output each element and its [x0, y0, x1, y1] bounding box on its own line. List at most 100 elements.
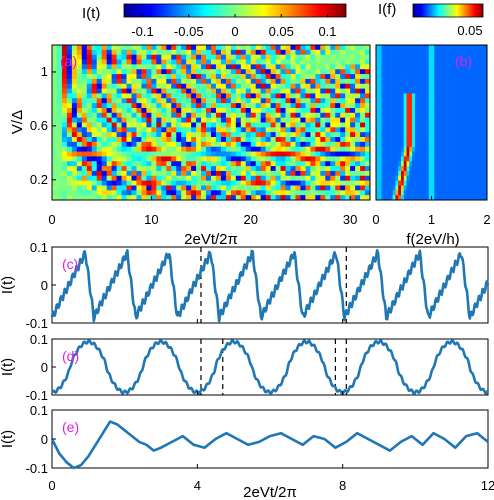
heatmap-a-cell [171, 59, 177, 65]
heatmap-a-cell [166, 103, 172, 109]
heatmap-b-cell [417, 88, 421, 94]
heatmap-a-cell [255, 180, 262, 186]
heatmap-a-cell [240, 161, 247, 167]
heatmap-a-cell [56, 122, 63, 128]
heatmap-a-cell [196, 93, 202, 99]
heatmap-a-cell [136, 54, 142, 60]
heatmap-b-cell [376, 190, 380, 196]
heatmap-b-cell [475, 98, 480, 104]
heatmap-a-cell [220, 156, 227, 162]
heatmap-b-cell [420, 137, 424, 143]
heatmap-a-cell [151, 112, 157, 119]
heatmap-a-cell [181, 93, 187, 99]
heatmap-b-cell [392, 156, 396, 162]
heatmap-a-cell [345, 151, 351, 157]
heatmap-a-cell [136, 78, 142, 85]
heatmap-a-cell [171, 180, 177, 186]
heatmap-a-cell [146, 98, 152, 104]
heatmap-b-cell [450, 112, 455, 119]
heatmap-a-cell [196, 88, 202, 94]
heatmap-b-cell [381, 127, 385, 133]
heatmap-a-cell [76, 146, 83, 152]
heatmap-a-cell [320, 54, 326, 60]
heatmap-a-cell [240, 49, 247, 56]
heatmap-a-cell [76, 195, 83, 200]
heatmap-a-cell [335, 161, 341, 167]
heatmap-b-cell [425, 83, 430, 89]
heatmap-a-cell [360, 132, 366, 138]
heatmap-b-cell [387, 83, 391, 89]
heatmap-a-cell [61, 146, 68, 152]
heatmap-b-cell [453, 98, 457, 104]
heatmap-b-cell [395, 132, 399, 138]
heatmap-b-cell [400, 156, 405, 162]
heatmap-a-cell [161, 64, 167, 70]
heatmap-a-cell [191, 54, 197, 60]
heatmap-a-cell [52, 74, 58, 80]
heatmap-b-cell [437, 156, 441, 162]
heatmap-b-cell [376, 45, 380, 51]
heatmap-b-cell [448, 112, 452, 119]
heatmap-a-cell [181, 166, 187, 172]
heatmap-a-cell [106, 54, 113, 60]
panel-a-ytick-label: 0.6 [30, 118, 48, 133]
heatmap-a-cell [245, 180, 252, 186]
heatmap-b-cell [392, 180, 396, 186]
heatmap-a-cell [310, 127, 316, 133]
heatmap-a-cell [56, 59, 63, 65]
heatmap-b-cell [462, 122, 466, 128]
heatmap-b-cell [392, 83, 396, 89]
heatmap-b-cell [459, 74, 463, 80]
heatmap-b-cell [481, 146, 485, 152]
heatmap-b-cell [431, 54, 435, 60]
heatmap-a-cell [126, 180, 132, 186]
heatmap-b-cell [417, 78, 421, 85]
heatmap-a-cell [300, 180, 306, 186]
heatmap-a-cell [295, 195, 301, 200]
heatmap-a-cell [161, 185, 167, 191]
heatmap-a-cell [250, 69, 257, 75]
heatmap-a-cell [260, 156, 267, 162]
heatmap-a-cell [96, 141, 103, 148]
heatmap-a-cell [111, 45, 117, 51]
heatmap-a-cell [285, 190, 291, 196]
heatmap-a-cell [121, 69, 127, 75]
heatmap-a-cell [335, 112, 341, 119]
heatmap-b-cell [462, 195, 466, 200]
heatmap-a-cell [96, 112, 103, 119]
heatmap-a-cell [106, 107, 113, 114]
heatmap-b-cell [406, 45, 410, 51]
heatmap-a-cell [151, 64, 157, 70]
heatmap-a-cell [365, 170, 370, 177]
heatmap-a-cell [176, 112, 182, 119]
heatmap-a-cell [320, 107, 326, 114]
heatmap-a-cell [176, 127, 182, 133]
heatmap-a-cell [191, 132, 197, 138]
heatmap-a-cell [181, 180, 187, 186]
heatmap-a-cell [240, 141, 247, 148]
heatmap-a-cell [255, 107, 262, 114]
heatmap-a-cell [265, 141, 272, 148]
heatmap-a-cell [290, 78, 296, 85]
heatmap-a-cell [250, 151, 257, 157]
panel-b-xlabel: f(2eV/h) [406, 231, 459, 248]
heatmap-a-cell [116, 98, 122, 104]
heatmap-b-cell [428, 69, 432, 75]
heatmap-b-cell [464, 54, 468, 60]
heatmap-b-cell [453, 151, 457, 157]
heatmap-a-cell [166, 195, 172, 200]
heatmap-a-cell [181, 175, 187, 182]
heatmap-b-cell [459, 112, 463, 119]
heatmap-b-cell [478, 156, 482, 162]
heatmap-a-cell [310, 146, 316, 152]
heatmap-a-cell [121, 107, 127, 114]
panel-e-series-line [50, 420, 489, 470]
heatmap-b-cell [484, 59, 487, 65]
heatmap-a-cell [330, 83, 336, 89]
heatmap-b-cell [481, 137, 485, 143]
heatmap-b-cell [437, 185, 441, 191]
heatmap-b-cell [442, 93, 446, 99]
heatmap-a-cell [101, 49, 108, 56]
panel-e-xlabel: 2eVt/2π [243, 484, 297, 500]
heatmap-a-cell [96, 83, 103, 89]
